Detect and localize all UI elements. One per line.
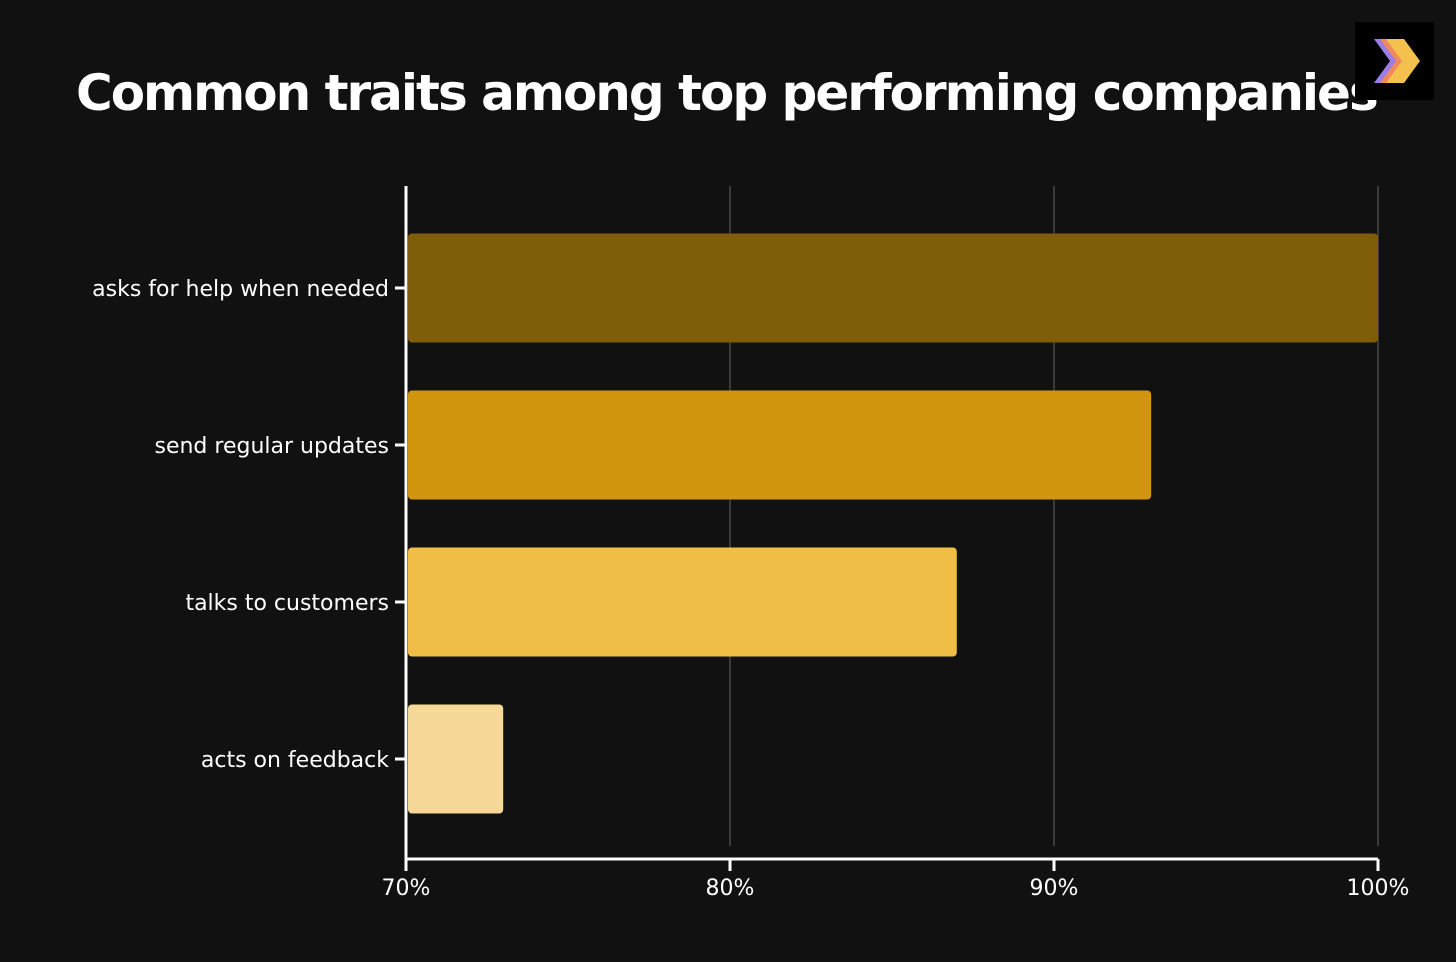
category-label-2: send regular updates	[154, 434, 389, 459]
chevrons-logo-icon	[1374, 39, 1420, 83]
chart-title: Common traits among top performing compa…	[76, 64, 1379, 122]
x-tick-label-3: 90%	[1030, 876, 1079, 901]
category-label-3: talks to customers	[185, 591, 389, 616]
bar-2	[408, 390, 1152, 500]
bar-1	[408, 233, 1378, 343]
category-label-4: acts on feedback	[201, 748, 389, 773]
x-tick-label-2: 80%	[706, 876, 755, 901]
bar-4	[408, 704, 504, 814]
bar-3	[408, 547, 957, 657]
brand-logo	[1355, 22, 1434, 100]
x-tick-label-1: 70%	[382, 876, 431, 901]
category-label-1: asks for help when needed	[92, 277, 389, 302]
x-tick-label-4: 100%	[1347, 876, 1410, 901]
